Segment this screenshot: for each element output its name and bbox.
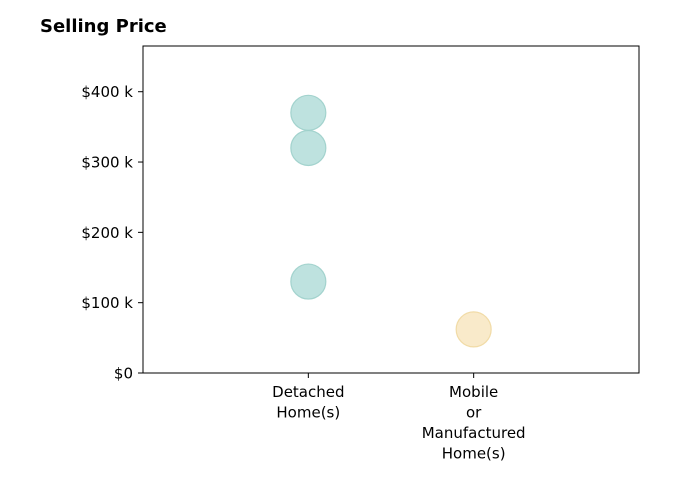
plot-frame [142, 45, 640, 374]
y-axis: $0 $100 k $200 k $300 k $400 k [81, 83, 143, 383]
data-point [290, 94, 327, 131]
data-points [290, 94, 492, 348]
y-tick-label: $400 k [81, 83, 133, 101]
data-point [290, 263, 327, 300]
x-axis: Detached Home(s) Mobile or Manufactured Home(… [272, 373, 526, 463]
x-tick-label: Detached Home(s) [272, 383, 344, 422]
chart-title: Selling Price [40, 16, 167, 37]
x-tick-label: Mobile or Manufactured Home(s) [422, 383, 526, 463]
y-tick-label: $100 k [81, 294, 133, 312]
y-tick-label: $0 [114, 365, 133, 383]
y-tick-label: $300 k [81, 154, 133, 172]
data-point [290, 129, 327, 167]
data-point [455, 311, 492, 348]
y-tick-label: $200 k [81, 224, 133, 242]
